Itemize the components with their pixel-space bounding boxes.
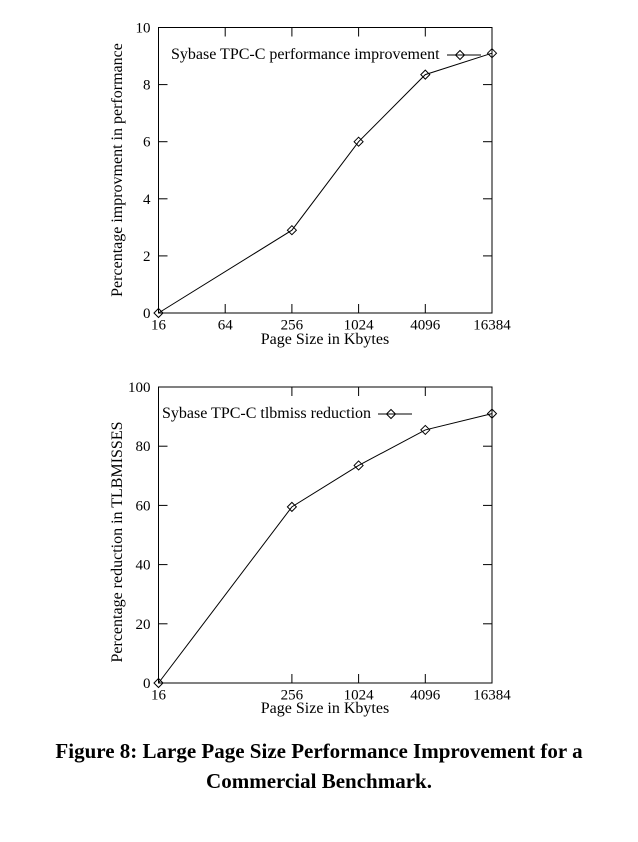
- x-axis-title-bottom: Page Size in Kbytes: [260, 700, 390, 717]
- y-tick-label: 20: [136, 617, 151, 633]
- y-tick-label: 60: [136, 498, 151, 514]
- legend-marker-icon: [378, 408, 413, 420]
- x-tick-label: 256: [281, 318, 304, 334]
- x-tick-label: 1024: [344, 688, 375, 704]
- legend-marker-icon: [446, 49, 481, 61]
- caption-line-2: Commercial Benchmark.: [206, 769, 432, 793]
- data-point-diamond-icon: [420, 69, 431, 80]
- series-line: [158, 413, 493, 684]
- y-tick-label: 0: [143, 676, 151, 692]
- x-axis-title-top: Page Size in Kbytes: [260, 331, 390, 348]
- data-point-diamond-icon: [153, 677, 164, 689]
- x-axis: 16 256 1024 4096 16384: [151, 387, 511, 704]
- y-tick-label: 80: [136, 439, 151, 455]
- data-point-diamond-icon: [353, 136, 364, 147]
- chart-tlbmiss: 16 256 1024 4096 16384 0 20 40 60 80 100: [128, 380, 511, 704]
- y-axis: 0 20 40 60 80 100: [128, 380, 492, 692]
- x-tick-label: 64: [218, 318, 234, 334]
- y-tick-label: 2: [143, 249, 151, 265]
- x-tick-label: 16384: [473, 318, 511, 334]
- data-point-diamond-icon: [420, 424, 431, 436]
- figure-caption: Figure 8: Large Page Size Performance Im…: [0, 736, 638, 796]
- series-line: [158, 52, 493, 314]
- x-tick-label: 16: [151, 688, 167, 704]
- legend-label: Sybase TPC-C performance improvement: [171, 46, 440, 63]
- y-axis-title-tlbmiss: Percentage reduction in TLBMISSES: [109, 421, 126, 663]
- data-point-diamond-icon: [353, 460, 364, 471]
- x-axis: 16 64 256 1024 4096 16384: [151, 27, 511, 334]
- data-point-diamond-icon: [153, 307, 164, 319]
- data-point-diamond-icon: [486, 408, 498, 419]
- y-tick-label: 6: [143, 135, 151, 151]
- series-markers: [153, 408, 498, 689]
- x-tick-label: 4096: [410, 688, 441, 704]
- data-point-diamond-icon: [486, 47, 498, 59]
- x-tick-label: 16: [151, 318, 167, 334]
- x-tick-label: 16384: [473, 688, 511, 704]
- x-tick-label: 256: [281, 688, 304, 704]
- series-markers: [153, 47, 498, 319]
- legend-label: Sybase TPC-C tlbmiss reduction: [162, 405, 372, 422]
- legend-tlbmiss: Sybase TPC-C tlbmiss reduction: [162, 405, 413, 422]
- y-axis: 0 2 4 6 8 10: [136, 21, 492, 322]
- y-tick-label: 4: [143, 192, 151, 208]
- legend-performance: Sybase TPC-C performance improvement: [171, 47, 481, 63]
- y-axis-title-performance: Percentage improvment in performance: [109, 43, 126, 297]
- plot-frame: [158, 386, 493, 684]
- chart-performance: 16 64 256 1024 4096 16384 0 2 4 6 8 10: [136, 21, 512, 334]
- data-point-diamond-icon: [286, 224, 298, 236]
- x-tick-label: 1024: [344, 318, 375, 334]
- data-point-diamond-icon: [286, 501, 298, 513]
- plot-frame: [158, 27, 493, 314]
- y-tick-label: 8: [143, 78, 151, 94]
- y-tick-label: 40: [136, 558, 151, 574]
- caption-line-1: Figure 8: Large Page Size Performance Im…: [55, 739, 583, 763]
- x-tick-label: 4096: [410, 318, 441, 334]
- y-tick-label: 10: [136, 21, 151, 37]
- y-tick-label: 0: [143, 306, 151, 322]
- y-tick-label: 100: [128, 380, 151, 396]
